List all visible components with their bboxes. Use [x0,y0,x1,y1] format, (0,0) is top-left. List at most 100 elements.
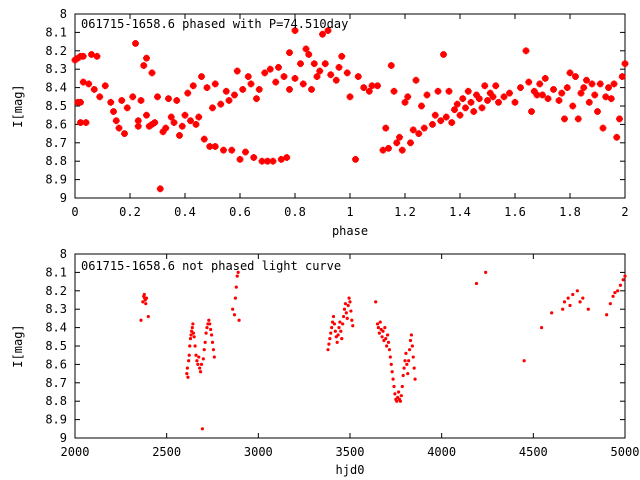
data-point [352,155,359,163]
data-point [154,93,161,101]
data-point [77,119,84,126]
data-point [580,84,588,91]
data-point [415,130,423,137]
data-point [411,355,415,359]
data-point [605,84,612,91]
data-point [381,329,385,333]
data-point [607,95,615,103]
data-point [500,93,508,101]
data-point [332,76,340,84]
data-point [396,133,403,141]
data-point [583,76,590,84]
data-point [328,337,332,341]
data-point [283,154,291,161]
x-tick-label: 0.8 [284,205,306,219]
data-point [151,119,159,126]
y-tick-label: 8.2 [45,284,67,298]
x-tick-label: 2500 [152,445,181,459]
data-point [541,75,549,82]
data-point [409,126,417,134]
data-point [506,89,513,97]
x-tick-label: 5000 [611,445,640,459]
data-point [456,111,464,119]
data-point [539,326,544,330]
data-point [408,338,413,343]
data-point [253,95,260,103]
y-axis-label: I[mag] [11,84,25,127]
data-point [134,117,142,125]
data-point [93,52,101,60]
data-point [110,108,117,115]
data-point [225,97,233,104]
data-point [442,113,450,121]
data-point [217,100,225,108]
y-tick-label: 8.3 [45,302,67,316]
data-point [374,82,381,90]
data-point [399,394,403,398]
data-point [337,326,341,330]
data-point [484,270,488,274]
data-point [517,84,524,91]
data-point [386,340,391,344]
data-point [142,292,146,297]
data-point [354,73,362,80]
data-point [211,348,216,352]
y-tick-label: 8 [60,247,67,261]
data-point [188,337,193,341]
data-point [324,27,332,34]
data-point [599,124,607,132]
data-point [378,320,382,324]
data-point [195,359,199,363]
data-point [571,292,575,297]
data-point [384,337,388,341]
data-point [211,143,219,150]
data-point [129,93,137,101]
data-point [236,155,244,163]
data-point [475,95,483,103]
data-point [202,348,206,352]
data-point [326,348,330,352]
data-point [266,65,274,73]
data-point [453,100,461,108]
data-point [107,98,115,106]
data-point [379,146,387,154]
data-point [333,329,337,333]
data-point [79,78,87,86]
data-point [462,104,469,112]
y-tick-label: 8.5 [45,339,67,353]
data-point [162,124,170,132]
data-point [434,87,442,95]
data-point [101,82,109,90]
x-tick-label: 0.2 [119,205,141,219]
y-tick-label: 8.6 [45,357,67,371]
x-tick-label: 0.4 [174,205,196,219]
data-point [192,335,196,339]
data-point [623,274,627,278]
data-point [134,122,142,130]
data-point [409,333,414,337]
data-point [137,97,145,104]
x-tick-label: 2000 [61,445,90,459]
data-point [380,335,384,339]
data-point [347,296,351,300]
x-tick-label: 3000 [244,445,273,459]
data-point [123,104,131,112]
data-point [459,95,467,103]
data-point [198,370,203,374]
data-point [115,124,123,132]
data-point [602,93,610,101]
data-point [486,89,494,97]
y-tick-label: 8 [60,7,67,21]
data-point [618,283,623,287]
data-point [621,60,629,68]
data-point [377,331,381,335]
data-point [247,80,255,88]
data-point [336,333,340,337]
data-point [239,86,247,93]
data-point [264,157,271,165]
data-point [608,302,612,306]
data-point [269,157,277,165]
data-point [544,95,552,103]
data-point [250,154,258,161]
x-tick-label: 3500 [336,445,365,459]
